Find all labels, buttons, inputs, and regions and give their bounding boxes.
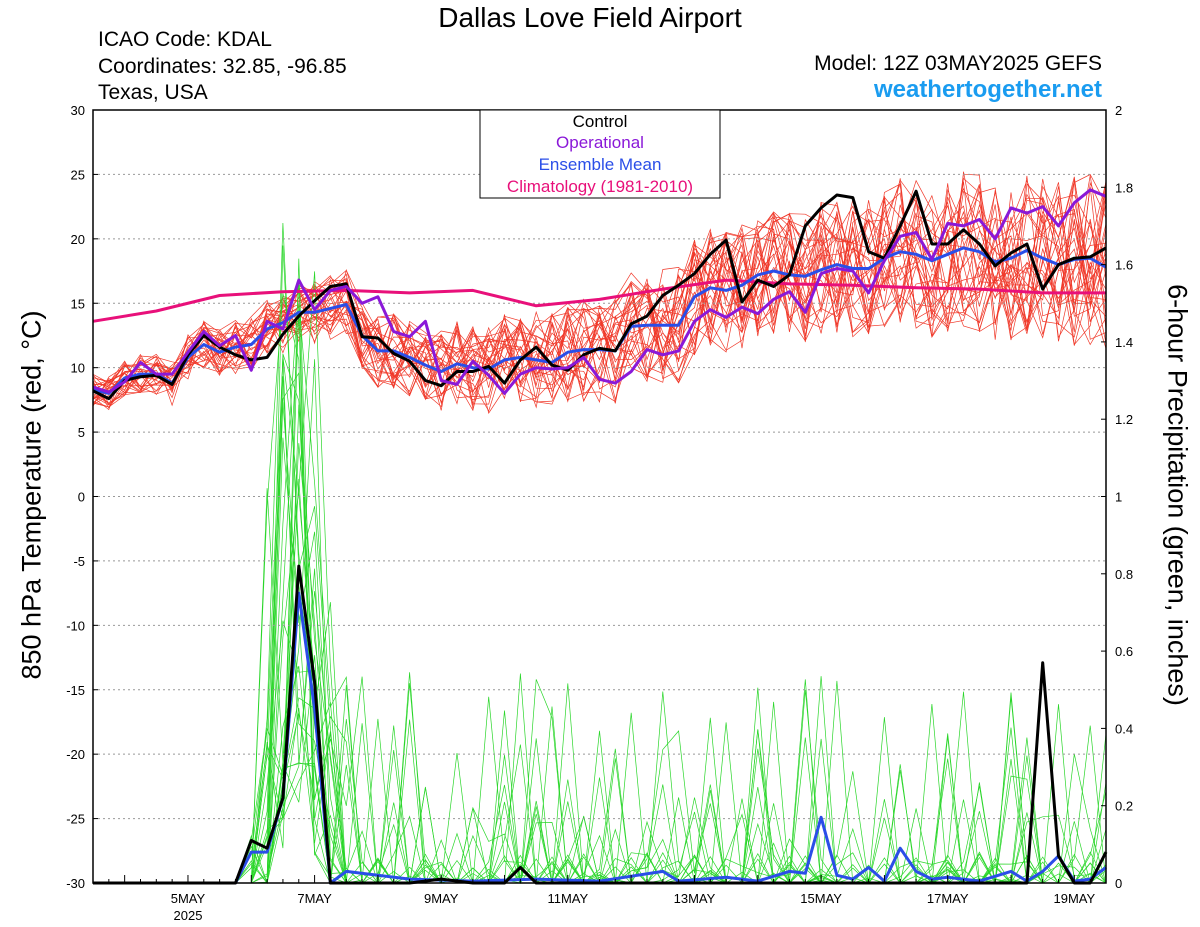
y-tick-label: -10 xyxy=(66,618,85,633)
y2-tick-label: 0.4 xyxy=(1115,721,1133,736)
precipitation-member-line xyxy=(93,355,1106,884)
x-tick-label: 5MAY xyxy=(171,891,206,906)
x-tick-sublabel: 2025 xyxy=(174,908,203,923)
temperature-member-line xyxy=(92,196,1107,406)
y2-tick-label: 1.2 xyxy=(1115,412,1133,427)
precipitation-member-line xyxy=(93,353,1107,884)
temperature-member-line xyxy=(92,174,1107,411)
y2-tick-label: 1 xyxy=(1115,490,1122,505)
climatology-line xyxy=(92,278,1106,323)
temperature-member-line xyxy=(92,187,1107,396)
temperature-member-line xyxy=(92,178,1107,410)
x-tick-label: 11MAY xyxy=(547,891,588,906)
x-tick-label: 9MAY xyxy=(424,891,459,906)
precipitation-member-line xyxy=(93,602,1107,884)
y2-tick-label: 1.6 xyxy=(1115,258,1133,273)
y-tick-label: 5 xyxy=(78,425,85,440)
axes: 302520151050-5-10-15-20-25-3021.81.61.41… xyxy=(66,103,1133,923)
y-tick-label: 30 xyxy=(71,103,85,118)
x-tick-label: 19MAY xyxy=(1054,891,1096,906)
model-run: Model: 12Z 03MAY2025 GEFS xyxy=(814,52,1102,75)
y-tick-label: -20 xyxy=(66,747,85,762)
legend: Control Operational Ensemble Mean Climat… xyxy=(479,109,721,199)
coordinates: Coordinates: 32.85, -96.85 xyxy=(98,55,347,78)
icao-code: ICAO Code: KDAL xyxy=(98,28,272,51)
temperature-member-line xyxy=(92,182,1107,414)
y-tick-label: -15 xyxy=(66,683,85,698)
temperature-member-line xyxy=(92,185,1107,411)
temperature-member-line xyxy=(92,204,1107,398)
precipitation-member-line xyxy=(93,356,1107,884)
brand-link[interactable]: weathertogether.net xyxy=(873,76,1102,103)
legend-entry-operational: Operational xyxy=(556,133,644,152)
y2-tick-label: 0 xyxy=(1115,876,1122,891)
y-tick-label: 25 xyxy=(71,167,85,182)
y-tick-label: 0 xyxy=(78,490,85,505)
x-tick-label: 13MAY xyxy=(674,891,716,906)
precipitation-member-line xyxy=(93,478,1106,885)
legend-entry-climatology: Climatology (1981-2010) xyxy=(507,177,693,196)
x-tick-label: 15MAY xyxy=(800,891,842,906)
precipitation-member-line xyxy=(93,488,1107,884)
legend-entry-control: Control xyxy=(573,112,628,131)
precipitation-member-line xyxy=(93,443,1107,884)
y2-tick-label: 0.8 xyxy=(1115,567,1133,582)
y2-tick-label: 1.4 xyxy=(1115,335,1133,350)
legend-entry-ensemble-mean: Ensemble Mean xyxy=(539,155,662,174)
y2-tick-label: 0.2 xyxy=(1115,799,1133,814)
y2-tick-label: 2 xyxy=(1115,103,1122,118)
y-tick-label: 10 xyxy=(71,361,85,376)
y-tick-label: 20 xyxy=(71,232,85,247)
x-tick-label: 7MAY xyxy=(297,891,332,906)
precipitation-member-line xyxy=(93,258,1106,885)
y-tick-label: -25 xyxy=(66,812,85,827)
precipitation-member-line xyxy=(93,359,1106,884)
temperature-member-line xyxy=(92,173,1107,407)
y-axis-label-right: 6-hour Precipitation (green, inches) xyxy=(1162,284,1193,706)
operational-line xyxy=(92,188,1107,395)
y2-tick-label: 1.8 xyxy=(1115,180,1133,195)
y2-tick-label: 0.6 xyxy=(1115,644,1133,659)
y-tick-label: -5 xyxy=(73,554,85,569)
legend-box xyxy=(479,109,721,199)
temperature-member-line xyxy=(92,186,1107,406)
y-tick-label: 15 xyxy=(71,296,85,311)
precipitation-member-line xyxy=(93,437,1106,884)
series xyxy=(92,188,1108,885)
precipitation-member-line xyxy=(93,620,1107,884)
y-tick-label: -30 xyxy=(66,876,85,891)
region: Texas, USA xyxy=(98,81,208,104)
x-tick-label: 17MAY xyxy=(927,891,969,906)
chart-title: Dallas Love Field Airport xyxy=(438,2,742,33)
y-axis-label-left: 850 hPa Temperature (red, °C) xyxy=(16,310,47,680)
ensemble-mean-precip-line xyxy=(93,591,1107,885)
